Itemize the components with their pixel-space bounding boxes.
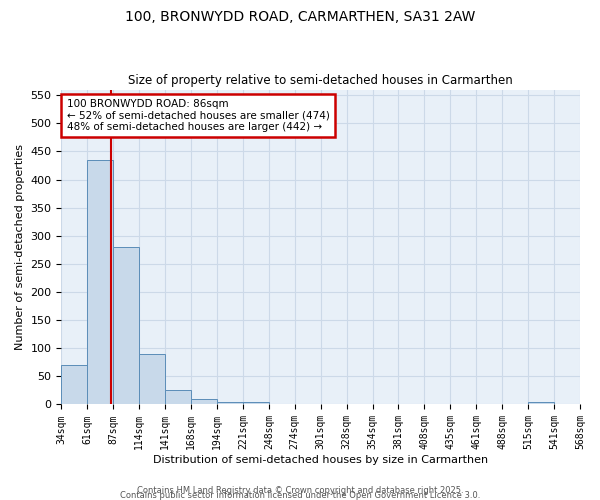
Bar <box>528 402 554 404</box>
Text: 100, BRONWYDD ROAD, CARMARTHEN, SA31 2AW: 100, BRONWYDD ROAD, CARMARTHEN, SA31 2AW <box>125 10 475 24</box>
Bar <box>243 402 269 404</box>
Text: 100 BRONWYDD ROAD: 86sqm
← 52% of semi-detached houses are smaller (474)
48% of : 100 BRONWYDD ROAD: 86sqm ← 52% of semi-d… <box>67 99 329 132</box>
Text: Contains HM Land Registry data © Crown copyright and database right 2025.: Contains HM Land Registry data © Crown c… <box>137 486 463 495</box>
Y-axis label: Number of semi-detached properties: Number of semi-detached properties <box>15 144 25 350</box>
Bar <box>139 354 165 405</box>
Text: Contains public sector information licensed under the Open Government Licence 3.: Contains public sector information licen… <box>120 491 480 500</box>
Bar <box>191 399 217 404</box>
Bar <box>61 365 88 405</box>
Bar <box>113 247 139 404</box>
Title: Size of property relative to semi-detached houses in Carmarthen: Size of property relative to semi-detach… <box>128 74 513 87</box>
X-axis label: Distribution of semi-detached houses by size in Carmarthen: Distribution of semi-detached houses by … <box>153 455 488 465</box>
Bar <box>165 390 191 404</box>
Bar <box>88 160 113 404</box>
Bar <box>217 402 243 404</box>
